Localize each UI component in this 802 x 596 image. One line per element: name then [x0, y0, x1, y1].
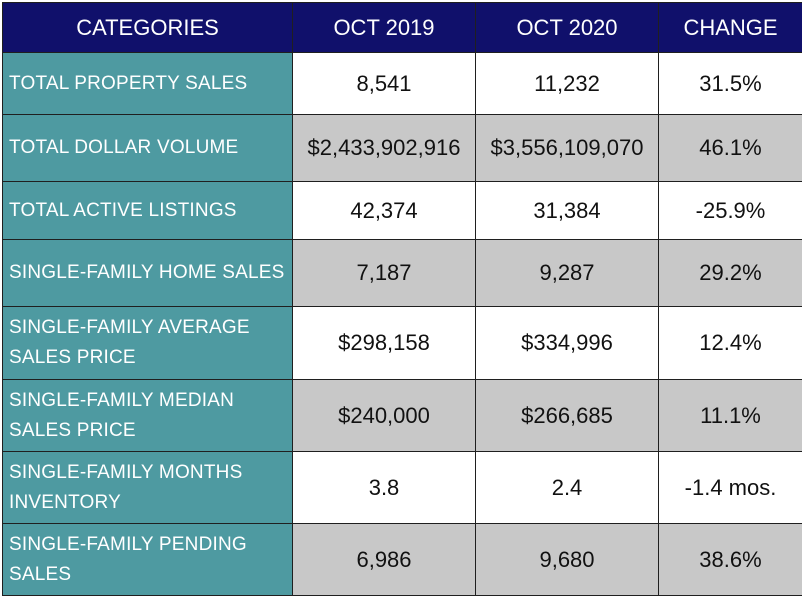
oct-2020-cell: 31,384 [476, 182, 659, 240]
oct-2020-cell: 9,680 [476, 524, 659, 596]
oct-2019-cell: 42,374 [293, 182, 476, 240]
category-cell: SINGLE-FAMILY MONTHS INVENTORY [3, 452, 293, 524]
oct-2020-cell: 9,287 [476, 240, 659, 307]
category-cell: TOTAL DOLLAR VOLUME [3, 115, 293, 182]
category-cell: TOTAL ACTIVE LISTINGS [3, 182, 293, 240]
table-row: TOTAL PROPERTY SALES 8,541 11,232 31.5% [3, 53, 802, 115]
oct-2020-cell: 2.4 [476, 452, 659, 524]
table-row: SINGLE-FAMILY HOME SALES 7,187 9,287 29.… [3, 240, 802, 307]
header-change: CHANGE [659, 3, 802, 53]
category-cell: SINGLE-FAMILY AVERAGE SALES PRICE [3, 307, 293, 380]
category-cell: TOTAL PROPERTY SALES [3, 53, 293, 115]
oct-2019-cell: 3.8 [293, 452, 476, 524]
oct-2019-cell: 6,986 [293, 524, 476, 596]
header-oct-2020: OCT 2020 [476, 3, 659, 53]
oct-2019-cell: 7,187 [293, 240, 476, 307]
category-cell: SINGLE-FAMILY HOME SALES [3, 240, 293, 307]
category-cell: SINGLE-FAMILY MEDIAN SALES PRICE [3, 380, 293, 452]
table-row: SINGLE-FAMILY MEDIAN SALES PRICE $240,00… [3, 380, 802, 452]
table-row: TOTAL ACTIVE LISTINGS 42,374 31,384 -25.… [3, 182, 802, 240]
oct-2020-cell: $334,996 [476, 307, 659, 380]
table-row: SINGLE-FAMILY AVERAGE SALES PRICE $298,1… [3, 307, 802, 380]
category-cell: SINGLE-FAMILY PENDING SALES [3, 524, 293, 596]
oct-2019-cell: 8,541 [293, 53, 476, 115]
table-row: SINGLE-FAMILY MONTHS INVENTORY 3.8 2.4 -… [3, 452, 802, 524]
change-cell: 46.1% [659, 115, 802, 182]
change-cell: -1.4 mos. [659, 452, 802, 524]
oct-2020-cell: $3,556,109,070 [476, 115, 659, 182]
oct-2019-cell: $298,158 [293, 307, 476, 380]
header-row: CATEGORIES OCT 2019 OCT 2020 CHANGE [3, 3, 802, 53]
change-cell: 31.5% [659, 53, 802, 115]
oct-2019-cell: $240,000 [293, 380, 476, 452]
header-categories: CATEGORIES [3, 3, 293, 53]
oct-2019-cell: $2,433,902,916 [293, 115, 476, 182]
table-row: TOTAL DOLLAR VOLUME $2,433,902,916 $3,55… [3, 115, 802, 182]
header-oct-2019: OCT 2019 [293, 3, 476, 53]
change-cell: 38.6% [659, 524, 802, 596]
table-row: SINGLE-FAMILY PENDING SALES 6,986 9,680 … [3, 524, 802, 596]
oct-2020-cell: 11,232 [476, 53, 659, 115]
change-cell: 11.1% [659, 380, 802, 452]
change-cell: -25.9% [659, 182, 802, 240]
change-cell: 12.4% [659, 307, 802, 380]
oct-2020-cell: $266,685 [476, 380, 659, 452]
change-cell: 29.2% [659, 240, 802, 307]
